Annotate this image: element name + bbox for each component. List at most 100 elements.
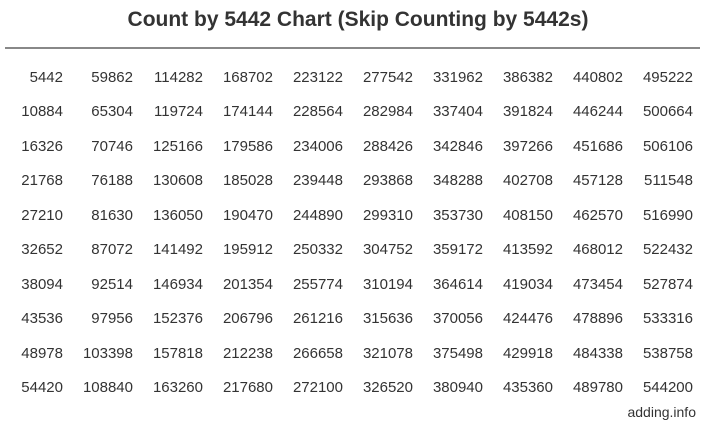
table-row: 43536 97956 152376 206796 261216 315636 370056… (0, 302, 693, 337)
table-cell: 473454 (572, 275, 623, 293)
table-cell: 261216 (292, 310, 343, 328)
table-cell: 408150 (502, 206, 553, 224)
table-row: 27210 81630 136050 190470 244890 299310 353730… (0, 198, 693, 233)
table-cell: 282984 (362, 103, 413, 121)
table-cell: 239448 (292, 172, 343, 190)
table-cell: 70746 (91, 137, 133, 155)
table-cell: 440802 (572, 68, 623, 86)
table-cell: 359172 (432, 241, 483, 259)
table-cell: 462570 (572, 206, 623, 224)
table-cell: 386382 (502, 68, 553, 86)
source-credit: adding.info (627, 404, 696, 420)
table-cell: 304752 (362, 241, 413, 259)
table-cell: 380940 (432, 379, 483, 397)
table-row: 5442 59862 114282 168702 223122 277542 331962 3… (0, 60, 693, 95)
table-cell: 353730 (432, 206, 483, 224)
chart-title: Count by 5442 Chart (Skip Counting by 54… (127, 8, 589, 31)
table-cell: 484338 (572, 344, 623, 362)
table-cell: 119724 (154, 103, 203, 121)
table-cell: 223122 (292, 68, 343, 86)
table-cell: 527874 (642, 275, 693, 293)
table-row: 32652 87072 141492 195912 250332 304752 359172… (0, 233, 693, 268)
table-cell: 87072 (91, 241, 133, 259)
table-cell: 413592 (502, 241, 553, 259)
table-cell: 435360 (502, 379, 553, 397)
table-cell: 81630 (91, 206, 133, 224)
table-cell: 5442 (29, 68, 63, 86)
table-cell: 451686 (572, 137, 623, 155)
table-cell: 424476 (502, 310, 553, 328)
table-cell: 97956 (91, 310, 133, 328)
table-cell: 446244 (572, 103, 623, 121)
table-cell: 375498 (432, 344, 483, 362)
table-cell: 163260 (152, 379, 203, 397)
table-cell: 27210 (21, 206, 63, 224)
table-cell: 141492 (152, 241, 203, 259)
table-cell: 516990 (642, 206, 693, 224)
table-cell: 130608 (152, 172, 203, 190)
table-cell: 272100 (292, 379, 343, 397)
table-cell: 321078 (362, 344, 413, 362)
table-cell: 185028 (222, 172, 273, 190)
table-cell: 544200 (642, 379, 693, 397)
table-cell: 522432 (642, 241, 693, 259)
table-cell: 337404 (432, 103, 483, 121)
table-cell: 201354 (222, 275, 273, 293)
table-row: 48978 103398 157818 212238 266658 321078 37549… (0, 336, 693, 371)
table-row: 16326 70746 125166 179586 234006 288426 342846… (0, 129, 693, 164)
table-cell: 32652 (21, 241, 63, 259)
table-cell: 234006 (292, 137, 343, 155)
table-cell: 217680 (222, 379, 273, 397)
table-cell: 419034 (502, 275, 553, 293)
table-row: 54420 108840 163260 217680 272100 326520 38094… (0, 371, 693, 406)
table-cell: 348288 (432, 172, 483, 190)
table-cell: 391824 (502, 103, 553, 121)
table-cell: 533316 (642, 310, 693, 328)
table-cell: 511548 (644, 172, 693, 190)
table-cell: 92514 (91, 275, 133, 293)
table-cell: 250332 (292, 241, 343, 259)
number-table: 5442 59862 114282 168702 223122 277542 331962 3… (0, 60, 693, 405)
table-cell: 206796 (222, 310, 273, 328)
table-cell: 326520 (362, 379, 413, 397)
table-cell: 364614 (432, 275, 483, 293)
table-cell: 402708 (502, 172, 553, 190)
table-cell: 108840 (82, 379, 133, 397)
table-cell: 299310 (362, 206, 413, 224)
table-cell: 190470 (222, 206, 273, 224)
table-cell: 478896 (572, 310, 623, 328)
table-row: 21768 76188 130608 185028 239448 293868 348288… (0, 164, 693, 199)
table-cell: 288426 (362, 137, 413, 155)
table-cell: 103398 (82, 344, 133, 362)
table-cell: 59862 (91, 68, 133, 86)
table-cell: 429918 (502, 344, 553, 362)
table-cell: 10884 (21, 103, 63, 121)
table-row: 10884 65304 119724 174144 228564 282984 337404… (0, 95, 693, 130)
table-cell: 136050 (152, 206, 203, 224)
table-cell: 397266 (502, 137, 553, 155)
table-cell: 48978 (21, 344, 63, 362)
table-cell: 174144 (222, 103, 273, 121)
table-cell: 495222 (642, 68, 693, 86)
table-cell: 244890 (292, 206, 343, 224)
title-divider (5, 47, 700, 49)
table-row: 38094 92514 146934 201354 255774 310194 364614… (0, 267, 693, 302)
table-cell: 114282 (154, 68, 203, 86)
table-cell: 538758 (642, 344, 693, 362)
table-cell: 468012 (572, 241, 623, 259)
table-cell: 255774 (292, 275, 343, 293)
table-cell: 310194 (362, 275, 413, 293)
table-cell: 179586 (222, 137, 273, 155)
table-cell: 16326 (21, 137, 63, 155)
table-cell: 277542 (362, 68, 413, 86)
table-cell: 457128 (572, 172, 623, 190)
table-cell: 342846 (432, 137, 483, 155)
table-cell: 146934 (152, 275, 203, 293)
table-cell: 506106 (642, 137, 693, 155)
table-cell: 152376 (152, 310, 203, 328)
table-cell: 266658 (292, 344, 343, 362)
table-cell: 212238 (222, 344, 273, 362)
table-cell: 76188 (91, 172, 133, 190)
table-cell: 370056 (432, 310, 483, 328)
table-cell: 315636 (362, 310, 413, 328)
